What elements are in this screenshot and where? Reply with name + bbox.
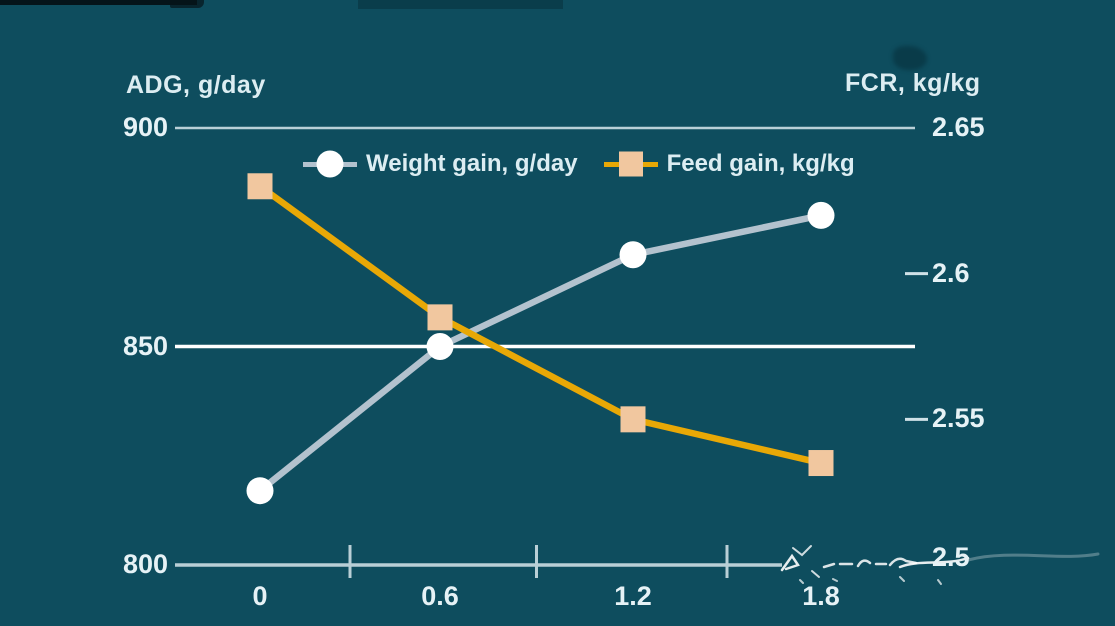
legend-label-feed-gain: Feed gain, kg/kg xyxy=(666,150,855,177)
data-point-feed-gain-0 xyxy=(247,173,273,200)
artifact-top-black-tail xyxy=(170,0,204,8)
artifact-scribble-0 xyxy=(780,553,800,572)
square-marker-icon xyxy=(618,151,643,177)
artifact-top-dark-band xyxy=(358,0,563,9)
artifact-scribble-4 xyxy=(792,545,820,578)
data-point-feed-gain-1 xyxy=(427,304,453,331)
legend-item-weight-gain: Weight gain, g/day xyxy=(303,149,578,179)
x-tick-label-1.8: 1.8 xyxy=(802,581,840,611)
left-tick-label-850: 850 xyxy=(122,330,168,361)
series-line-weight-gain xyxy=(256,212,825,494)
x-tick-label-0: 0 xyxy=(252,581,268,611)
legend-item-feed-gain: Feed gain, kg/kg xyxy=(603,149,855,179)
feed-gain-marker xyxy=(603,149,658,179)
legend-label-weight-gain: Weight gain, g/day xyxy=(366,150,578,177)
data-point-weight-gain-2 xyxy=(619,241,647,269)
right-tick-label-2.55: 2.55 xyxy=(932,403,985,434)
right-axis-title: FCR, kg/kg xyxy=(845,69,981,97)
x-tick-label-1.2: 1.2 xyxy=(614,581,652,611)
artifact-top-black-strip xyxy=(0,0,197,5)
data-point-weight-gain-1 xyxy=(426,333,454,360)
series-line-feed-gain xyxy=(256,183,825,467)
data-point-feed-gain-2 xyxy=(620,406,646,433)
left-axis-title: ADG, g/day xyxy=(126,71,266,99)
artifact-scribble-5 xyxy=(799,576,942,585)
artifact-scribble-2 xyxy=(898,556,970,569)
circle-marker-icon xyxy=(316,150,344,178)
left-tick-label-800: 800 xyxy=(122,549,168,579)
artifact-scribble-1 xyxy=(822,557,918,569)
chart-legend: Weight gain, g/day Feed gain, kg/kg xyxy=(303,149,855,179)
weight-gain-marker xyxy=(303,149,357,179)
right-tick-label-2.65: 2.65 xyxy=(932,112,985,142)
data-point-feed-gain-3 xyxy=(808,450,834,477)
right-tick-label-2.5: 2.5 xyxy=(932,542,970,572)
artifact-dark-smudge xyxy=(893,46,927,70)
right-tick-label-2.6: 2.6 xyxy=(932,257,970,288)
x-tick-label-0.6: 0.6 xyxy=(421,581,459,611)
data-point-weight-gain-0 xyxy=(246,477,274,505)
left-tick-label-900: 900 xyxy=(122,112,168,142)
data-point-weight-gain-3 xyxy=(807,201,835,229)
artifact-scribble-3 xyxy=(966,552,1100,562)
